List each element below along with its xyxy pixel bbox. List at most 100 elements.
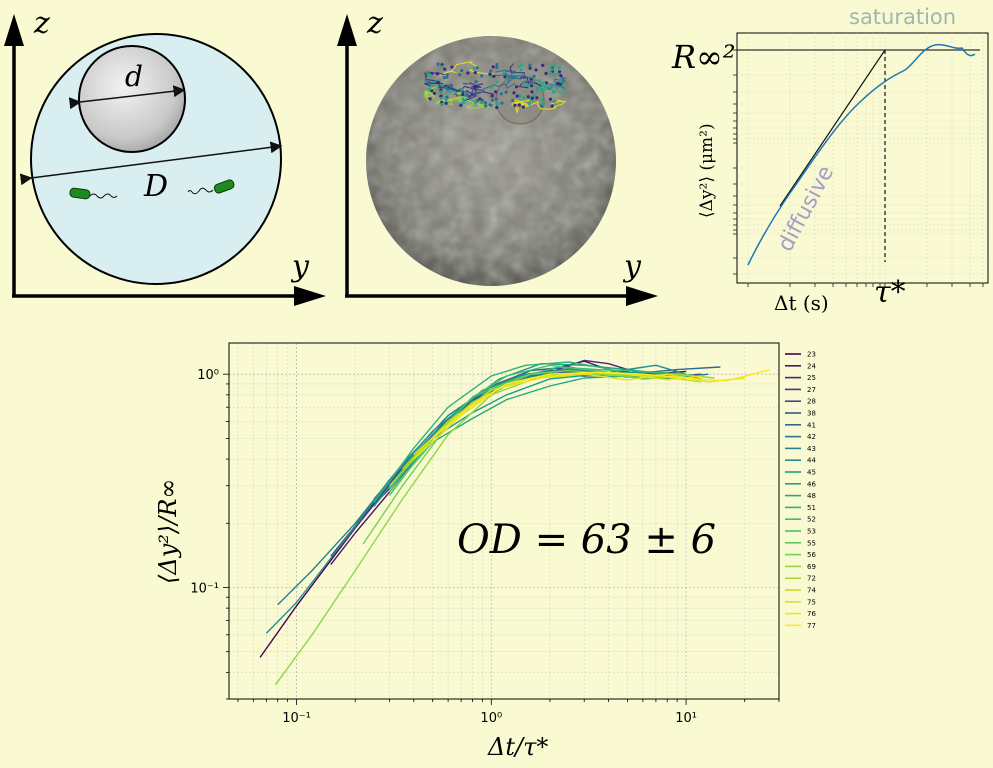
legend-label-44: 44 bbox=[807, 457, 816, 465]
track-point bbox=[529, 84, 534, 88]
schematic-xlabel: Δt (s) bbox=[774, 291, 829, 315]
track-point bbox=[442, 76, 446, 80]
legend-label-45: 45 bbox=[807, 469, 816, 477]
schematic-msd-curve bbox=[747, 43, 976, 266]
track-point bbox=[502, 70, 507, 74]
track-point bbox=[541, 63, 545, 67]
track-point bbox=[460, 68, 464, 73]
track-point bbox=[545, 81, 549, 85]
track-point bbox=[558, 70, 562, 74]
track-point bbox=[522, 96, 526, 100]
track-point bbox=[529, 80, 533, 84]
track-point bbox=[556, 72, 560, 76]
x-tick-label: 10⁰ bbox=[480, 711, 502, 726]
x-tick-label: 10⁻¹ bbox=[282, 711, 311, 726]
track-point bbox=[517, 103, 522, 107]
x-tick-label: 10¹ bbox=[675, 711, 697, 726]
z-axis-label: z bbox=[366, 6, 383, 41]
track-point bbox=[503, 75, 507, 79]
track-point bbox=[473, 71, 477, 75]
track-point bbox=[436, 62, 440, 66]
schematic-grid bbox=[737, 33, 988, 283]
track-point bbox=[559, 74, 563, 78]
track-point bbox=[535, 96, 539, 100]
track-point bbox=[513, 103, 517, 107]
track-point bbox=[515, 85, 519, 89]
main-grid bbox=[229, 343, 779, 699]
track-point bbox=[440, 102, 444, 107]
track-point bbox=[518, 74, 522, 78]
track-point bbox=[428, 88, 432, 92]
legend-label-75: 75 bbox=[807, 598, 816, 606]
large-diameter-arrow bbox=[19, 141, 283, 186]
legend-label-24: 24 bbox=[807, 362, 816, 370]
track-point bbox=[552, 73, 557, 77]
bacterium-left bbox=[69, 187, 118, 200]
legend-label-53: 53 bbox=[807, 528, 816, 536]
track-point bbox=[495, 105, 499, 110]
track-point bbox=[443, 67, 447, 71]
plateau-label: R∞² bbox=[671, 38, 736, 76]
legend-label-51: 51 bbox=[807, 504, 816, 512]
legend-label-55: 55 bbox=[807, 539, 816, 547]
track-point bbox=[444, 101, 448, 105]
track-point bbox=[483, 101, 487, 105]
track-point bbox=[504, 90, 508, 94]
track-point bbox=[480, 74, 484, 78]
track-point bbox=[528, 63, 532, 67]
track-point bbox=[444, 98, 448, 102]
track-point bbox=[465, 93, 470, 97]
main-chart: 10⁻¹ 10⁰ 10¹ 10⁻¹ 10⁰ OD = 63 ± 6 Δt/τ* ⟨Δy²… bbox=[154, 342, 816, 761]
z-axis-arrowhead bbox=[4, 14, 24, 46]
track-point bbox=[532, 74, 536, 78]
legend-label-43: 43 bbox=[807, 445, 816, 453]
track-point bbox=[491, 65, 495, 69]
track-point bbox=[521, 105, 525, 109]
track-point bbox=[445, 95, 449, 99]
legend-label-38: 38 bbox=[807, 410, 816, 418]
track-point bbox=[526, 95, 530, 99]
track-point bbox=[537, 79, 541, 83]
legend-label-28: 28 bbox=[807, 398, 816, 406]
series-line-76 bbox=[413, 371, 702, 460]
track-point bbox=[461, 98, 465, 102]
microscopy-panel: z y bbox=[337, 6, 658, 306]
track-point bbox=[428, 97, 432, 101]
main-ticks: 10⁻¹ 10⁰ 10¹ 10⁻¹ 10⁰ bbox=[190, 368, 780, 726]
series-line-25 bbox=[354, 359, 687, 524]
track-point bbox=[428, 73, 433, 77]
track-point bbox=[427, 80, 431, 84]
main-ylabel: ⟨Δy²⟩/R∞ bbox=[154, 479, 182, 584]
saturation-label: saturation bbox=[849, 5, 956, 29]
track-point bbox=[461, 101, 466, 105]
track-point bbox=[440, 65, 444, 69]
track-point bbox=[458, 73, 462, 77]
track-point bbox=[449, 83, 453, 88]
track-point bbox=[495, 62, 499, 67]
track-point bbox=[489, 69, 493, 73]
track-point bbox=[472, 67, 476, 71]
track-point bbox=[558, 82, 563, 86]
track-point bbox=[478, 97, 482, 101]
track-point bbox=[512, 91, 516, 95]
legend-label-42: 42 bbox=[807, 433, 816, 441]
track-point bbox=[490, 86, 494, 90]
schematic-msd-panel: saturation R∞² τ* Δt (s) ⟨Δy²⟩ (μm²) dif… bbox=[671, 5, 989, 315]
main-axes-frame bbox=[228, 342, 780, 700]
track-point bbox=[459, 103, 463, 107]
track-point bbox=[535, 87, 539, 91]
series-line-51 bbox=[373, 361, 678, 504]
track-point bbox=[550, 104, 554, 108]
track-point bbox=[432, 91, 436, 95]
track-point bbox=[550, 67, 554, 71]
bacteria-tracks bbox=[424, 61, 567, 114]
y-axis-label: y bbox=[622, 249, 642, 284]
track-point bbox=[548, 97, 553, 101]
track-point bbox=[518, 94, 522, 98]
track-point bbox=[446, 88, 450, 92]
track-point bbox=[473, 101, 477, 105]
diffusive-label: diffusive bbox=[773, 162, 839, 256]
track-point bbox=[495, 65, 499, 70]
series-line-53 bbox=[388, 364, 668, 496]
track-point bbox=[490, 94, 494, 98]
